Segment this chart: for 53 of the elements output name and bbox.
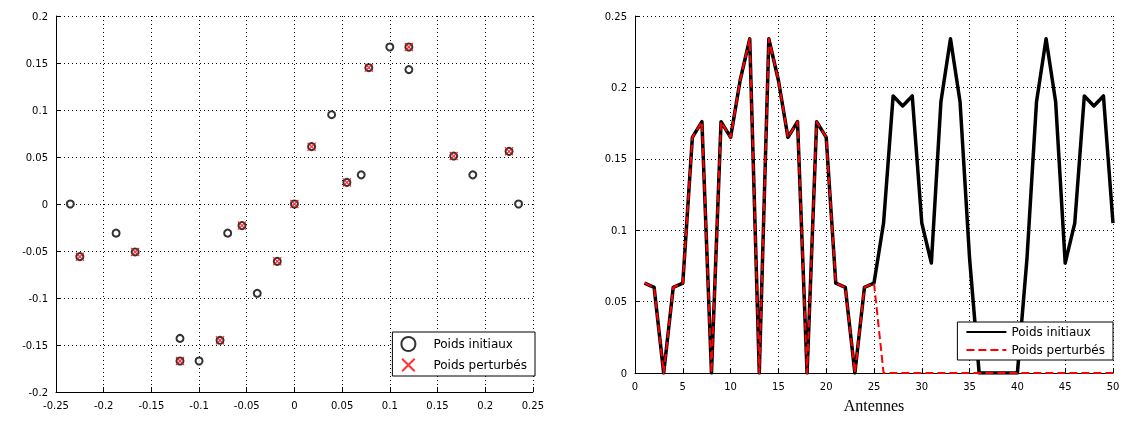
y-tick-label: -0.15 [22,339,48,351]
point [468,170,478,180]
x-tick-label: -0.2 [93,399,114,411]
x-tick-label: 0.05 [330,399,354,411]
x-tick-label: -0.15 [138,399,165,411]
y-tick-label: 0.1 [32,104,48,116]
y-tick-label: 0 [620,367,627,379]
x-axis-title: Antennes [843,396,905,414]
y-tick-label: 0.05 [25,151,48,163]
x-tick-label: 35 [963,380,976,392]
x-tick-label: 50 [1106,380,1120,392]
point [175,333,185,343]
point [356,170,366,180]
x-tick-label: 0 [291,399,298,411]
point [327,110,337,120]
x-tick-label: 20 [819,380,833,392]
x-tick-label: 5 [679,380,686,392]
legend-label: Poids perturbés [1011,343,1106,357]
x-tick-label: 0.15 [426,399,449,411]
y-tick-label: 0.2 [32,10,48,22]
y-tick-label: 0.1 [611,224,627,236]
point [111,228,121,238]
point [404,65,414,75]
point [223,228,233,238]
legend-label: Poids initiaux [1011,325,1091,339]
x-tick-label: 0.25 [521,399,544,411]
x-tick-label: 30 [915,380,929,392]
x-tick-label: -0.25 [43,399,69,411]
point [65,199,75,209]
point [514,199,524,209]
x-tick-label: 0.1 [381,399,398,411]
legend-label: Poids perturbés [433,358,528,372]
y-tick-label: 0.15 [604,153,627,165]
point [385,42,395,52]
y-tick-label: 0.25 [604,10,627,22]
y-tick-label: -0.05 [22,245,48,257]
legend-label: Poids initiaux [433,337,513,351]
point [252,288,262,298]
x-tick-label: -0.05 [233,399,260,411]
y-tick-label: -0.1 [28,292,48,304]
x-tick-label: 25 [867,380,881,392]
x-tick-label: 15 [772,380,785,392]
x-tick-label: 45 [1058,380,1072,392]
x-tick-label: 0 [631,380,639,392]
point [194,356,204,366]
y-tick-label: 0.05 [604,296,627,308]
x-tick-label: 0.2 [477,399,494,411]
y-tick-label: 0.2 [611,81,627,93]
x-tick-label: 10 [724,380,737,392]
y-tick-label: 0 [41,198,48,210]
x-tick-label: 40 [1011,380,1024,392]
y-tick-label: 0.15 [25,57,48,69]
x-tick-label: -0.1 [189,399,209,411]
